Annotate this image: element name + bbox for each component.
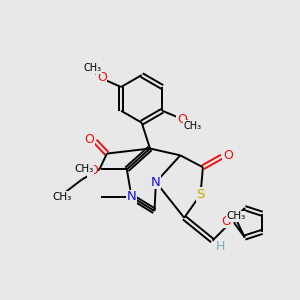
Text: O: O — [84, 133, 94, 146]
Text: N: N — [127, 190, 136, 203]
Text: CH₃: CH₃ — [226, 211, 245, 221]
Text: CH₃: CH₃ — [74, 164, 94, 174]
Text: H: H — [216, 239, 225, 253]
Text: CH₃: CH₃ — [84, 63, 102, 73]
Text: N: N — [151, 176, 161, 189]
Text: O: O — [222, 215, 232, 228]
Text: O: O — [177, 112, 187, 126]
Text: CH₃: CH₃ — [52, 192, 71, 202]
Text: O: O — [97, 71, 107, 84]
Text: O: O — [88, 164, 98, 177]
Text: O: O — [223, 148, 233, 162]
Text: S: S — [196, 188, 205, 201]
Text: CH₃: CH₃ — [184, 121, 202, 130]
